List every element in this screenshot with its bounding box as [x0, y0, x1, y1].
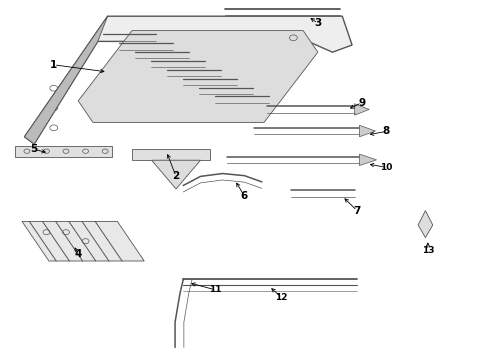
Polygon shape: [354, 104, 368, 115]
Text: 8: 8: [382, 126, 389, 136]
Text: 12: 12: [274, 292, 287, 302]
Polygon shape: [151, 160, 200, 189]
Polygon shape: [417, 211, 432, 238]
Text: 13: 13: [421, 246, 433, 255]
Polygon shape: [22, 221, 144, 261]
Polygon shape: [359, 154, 376, 166]
Polygon shape: [359, 125, 375, 137]
Text: 1: 1: [50, 60, 57, 70]
Text: 2: 2: [172, 171, 179, 181]
Polygon shape: [132, 149, 210, 160]
Text: 4: 4: [74, 249, 82, 259]
Polygon shape: [78, 31, 317, 122]
Text: 7: 7: [352, 206, 360, 216]
Polygon shape: [15, 146, 112, 157]
Text: 6: 6: [241, 191, 247, 201]
Polygon shape: [24, 16, 351, 144]
Polygon shape: [24, 16, 107, 144]
Text: 9: 9: [358, 98, 365, 108]
Text: 5: 5: [31, 144, 38, 154]
Text: 10: 10: [379, 163, 392, 172]
Text: 11: 11: [208, 285, 221, 294]
Text: 3: 3: [314, 18, 321, 28]
